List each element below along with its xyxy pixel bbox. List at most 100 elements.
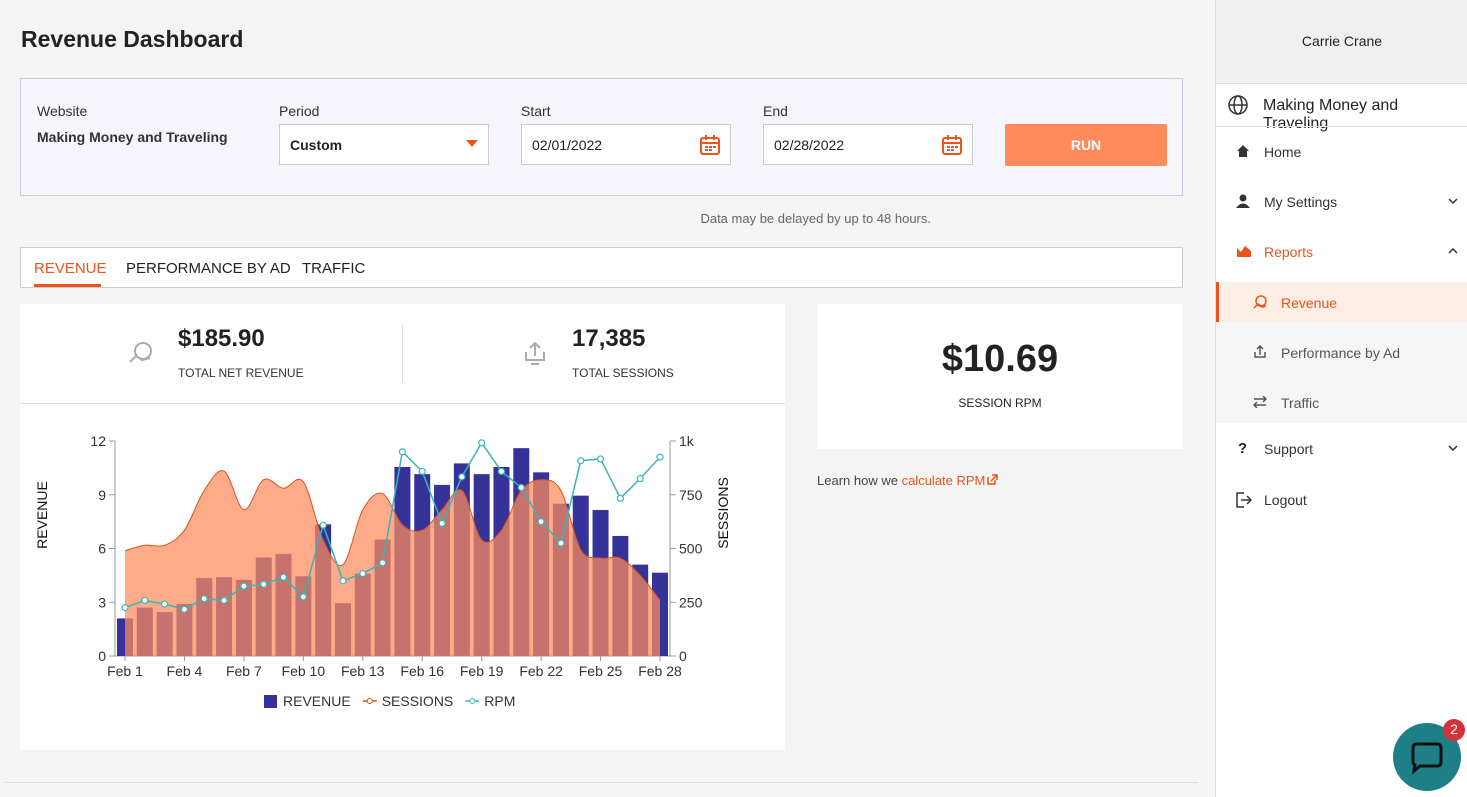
divider bbox=[402, 324, 403, 382]
website-value: Making Money and Traveling bbox=[37, 129, 228, 145]
traffic-nav-icon bbox=[1253, 396, 1267, 408]
ad-nav-icon bbox=[1254, 345, 1266, 358]
tab-underline bbox=[34, 284, 101, 287]
start-label: Start bbox=[521, 103, 551, 119]
nav-item[interactable]: Logout bbox=[1264, 492, 1307, 508]
nav-item[interactable]: Traffic bbox=[1281, 395, 1320, 411]
y2-tick-label: 0 bbox=[679, 648, 687, 664]
point bbox=[557, 539, 565, 547]
home-icon bbox=[1237, 145, 1249, 157]
calendar-icon[interactable] bbox=[942, 135, 962, 155]
rpm-value: $10.69 bbox=[941, 338, 1059, 380]
nav-item[interactable]: Performance by Ad bbox=[1281, 345, 1401, 361]
tab[interactable]: TRAFFIC bbox=[302, 260, 366, 277]
sidebar: Carrie Crane Making Money and Traveling … bbox=[1215, 0, 1467, 797]
divider bbox=[1216, 126, 1467, 127]
y2-tick-label: 500 bbox=[679, 541, 703, 557]
site-name: Making Money and Traveling bbox=[1263, 97, 1399, 132]
end-value: 02/28/2022 bbox=[774, 137, 845, 153]
legend-label: RPM bbox=[484, 693, 515, 709]
point bbox=[497, 467, 506, 476]
learn-line: Learn how we calculate RPM bbox=[817, 473, 999, 488]
chat-button[interactable] bbox=[1390, 718, 1467, 794]
delay-notice: Data may be delayed by up to 48 hours. bbox=[700, 211, 931, 226]
x-tick-label: Feb 4 bbox=[167, 663, 203, 679]
chart: 0 3 6 9 12 0 250 500 750 1k Feb 1 Feb 4 Feb 7 Feb 10 F… bbox=[34, 433, 731, 709]
run-button[interactable]: RUN bbox=[1005, 124, 1167, 166]
rpm-link[interactable]: calculate RPM bbox=[901, 473, 986, 488]
x-tick-label: Feb 19 bbox=[460, 663, 504, 679]
x-tick-label: Feb 25 bbox=[579, 663, 623, 679]
point bbox=[398, 448, 407, 456]
point bbox=[121, 604, 129, 612]
x-tick-label: Feb 1 bbox=[107, 663, 143, 679]
point bbox=[596, 455, 605, 463]
dropdown-arrow bbox=[466, 140, 478, 147]
logout-icon bbox=[1236, 492, 1252, 508]
start-input[interactable]: 02/01/2022 bbox=[521, 124, 731, 165]
legend-label: SESSIONS bbox=[382, 693, 454, 709]
point bbox=[656, 453, 664, 461]
nav-item[interactable]: Support bbox=[1264, 441, 1314, 457]
x-tick-label: Feb 16 bbox=[400, 663, 444, 679]
y-tick-label: 6 bbox=[98, 541, 106, 557]
y2-tick-label: 750 bbox=[679, 487, 703, 503]
user-name[interactable]: Carrie Crane bbox=[1301, 33, 1383, 49]
end-input[interactable]: 02/28/2022 bbox=[763, 124, 973, 165]
sessions-total-label: TOTAL SESSIONS bbox=[572, 366, 674, 380]
x-tick-label: Feb 13 bbox=[341, 663, 385, 679]
y-tick-label: 3 bbox=[98, 594, 106, 610]
point bbox=[537, 518, 545, 526]
tab[interactable]: REVENUE bbox=[34, 260, 107, 277]
x-tick-label: Feb 28 bbox=[638, 663, 682, 679]
y2-tick-label: 250 bbox=[679, 594, 703, 610]
user-icon bbox=[1236, 194, 1250, 208]
point bbox=[616, 494, 624, 502]
point bbox=[319, 521, 327, 529]
point bbox=[220, 596, 228, 605]
nav-item[interactable]: My Settings bbox=[1264, 194, 1338, 210]
y-tick-label: 12 bbox=[90, 433, 106, 449]
y-tick-label: 9 bbox=[98, 487, 106, 503]
revenue-nav-icon bbox=[1253, 295, 1267, 309]
point bbox=[517, 483, 525, 492]
x-tick-label: Feb 10 bbox=[282, 663, 326, 679]
point bbox=[438, 519, 446, 528]
page-title: Revenue Dashboard bbox=[21, 26, 244, 52]
chevron-up bbox=[1448, 248, 1458, 254]
tab[interactable]: PERFORMANCE BY AD bbox=[126, 260, 291, 277]
point bbox=[378, 559, 387, 567]
point bbox=[141, 596, 149, 605]
period-select[interactable]: Custom bbox=[279, 124, 489, 165]
chat-badge: 2 bbox=[1450, 721, 1458, 737]
x-tick-label: Feb 7 bbox=[226, 663, 262, 679]
calendar-icon[interactable] bbox=[700, 135, 720, 155]
point bbox=[279, 573, 288, 581]
sessions-icon bbox=[525, 341, 545, 365]
active-item bbox=[1216, 282, 1467, 322]
website-label: Website bbox=[37, 103, 88, 119]
sessions-total: 17,385 bbox=[572, 325, 646, 352]
point bbox=[636, 475, 644, 483]
rpm-label: SESSION RPM bbox=[958, 396, 1042, 410]
y-tick-label: 0 bbox=[98, 648, 106, 664]
point bbox=[359, 569, 367, 578]
legend-label: REVENUE bbox=[283, 693, 351, 709]
legend-swatch bbox=[366, 698, 373, 704]
nav-item[interactable]: Reports bbox=[1264, 244, 1314, 260]
divider bbox=[20, 403, 785, 404]
globe-icon bbox=[1228, 95, 1248, 115]
reports-icon bbox=[1237, 246, 1251, 257]
main: Revenue Dashboard Website Making Money a… bbox=[5, 26, 1198, 783]
chevron-down bbox=[1448, 445, 1458, 451]
help-icon: ? bbox=[1238, 440, 1248, 457]
area bbox=[125, 470, 660, 656]
line bbox=[124, 441, 661, 611]
revenue-total-label: TOTAL NET REVENUE bbox=[178, 366, 304, 380]
nav-item[interactable]: Revenue bbox=[1281, 295, 1338, 311]
point bbox=[339, 577, 347, 585]
learn-text: Learn how we bbox=[817, 473, 898, 488]
point bbox=[577, 457, 585, 465]
nav-item[interactable]: Home bbox=[1264, 144, 1302, 160]
